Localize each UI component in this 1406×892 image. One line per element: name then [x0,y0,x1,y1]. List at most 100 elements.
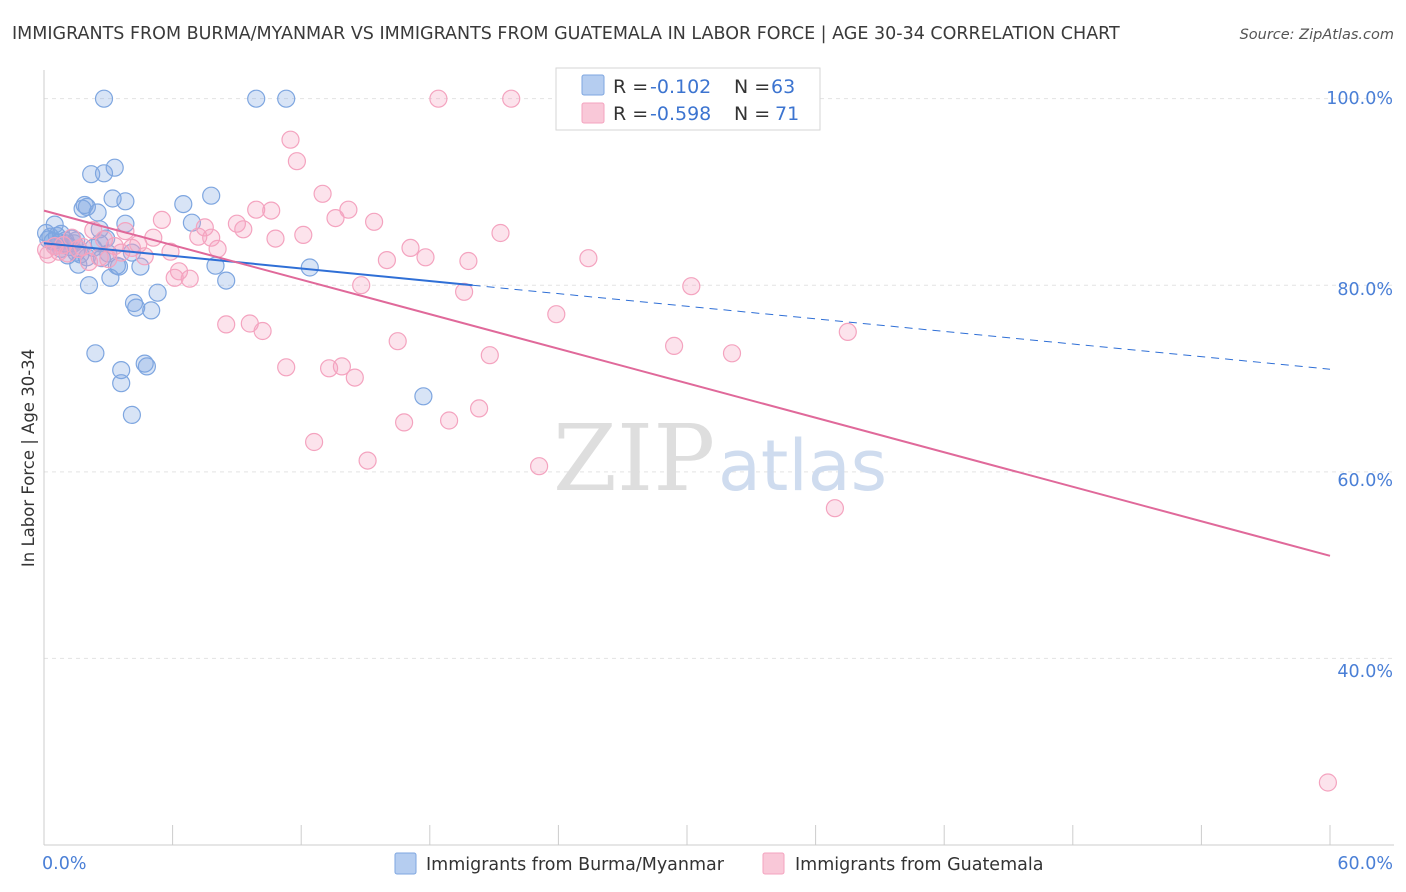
trend-lines [43,209,1331,557]
point-guatemala-27 [195,218,214,237]
point-guatemala-12 [94,230,114,249]
point-guatemala-45 [326,209,345,228]
point-guatemala-54 [395,413,414,432]
point-guatemala-37 [266,229,285,248]
legend-swatch-burma [394,852,417,875]
point-guatemala-26 [189,227,208,246]
point-guatemala-73 [1318,773,1338,792]
stats-r-value-burma: -0.102 [650,76,711,98]
trend-line-burma-solid [43,242,473,287]
point-guatemala-67 [682,277,701,296]
point-guatemala-30 [217,315,236,334]
stats-r-label-guatemala: R = [613,103,654,125]
watermark-zip: ZIP [553,405,715,512]
point-burma-56 [414,387,433,406]
point-guatemala-66 [664,336,684,355]
point-burma-45 [142,301,161,320]
point-guatemala-41 [294,225,313,244]
y-tick-label-100: 100.0% [1326,89,1393,109]
legend-swatch-guatemala [762,852,785,875]
point-guatemala-32 [234,220,253,239]
y-tick-label-40: 40.0% [1337,662,1393,682]
point-burma-22 [86,344,105,363]
point-guatemala-59 [459,251,478,271]
point-guatemala-49 [352,276,371,295]
stats-swatch-guatemala [581,102,605,124]
point-guatemala-36 [262,201,281,220]
point-burma-55 [300,258,319,277]
point-burma-20 [82,165,101,184]
stats-n-value-burma: 63 [771,76,795,98]
legend-label-guatemala: Immigrants from Guatemala [795,855,1043,875]
point-burma-57 [45,215,64,234]
point-guatemala-61 [480,346,499,365]
point-guatemala-56 [416,248,435,267]
legend-label-burma: Immigrants from Burma/Myanmar [426,855,725,875]
point-guatemala-68 [722,344,742,363]
point-guatemala-63 [529,457,549,476]
point-guatemala-28 [202,228,221,247]
point-guatemala-57 [440,411,459,430]
point-guatemala-52 [377,251,396,270]
point-burma-41 [127,298,146,317]
point-guatemala-69 [825,499,845,518]
stats-r-label-burma: R = [613,76,654,98]
point-burma-51 [217,271,236,290]
point-guatemala-62 [491,223,510,243]
point-guatemala-35 [253,321,272,341]
point-guatemala-58 [455,282,474,301]
point-guatemala-46 [332,357,351,376]
point-burma-33 [109,257,129,276]
point-guatemala-50 [358,451,377,470]
watermark-atlas: atlas [718,425,887,507]
point-burma-53 [247,89,266,108]
stats-r-value-guatemala: -0.598 [650,103,711,125]
point-guatemala-40 [287,152,306,171]
x-tick-label-min: 0.0% [42,854,86,874]
point-burma-19 [79,276,99,295]
point-guatemala-43 [313,184,332,203]
point-guatemala-21 [152,210,171,229]
point-burma-52 [94,89,114,108]
point-guatemala-64 [547,305,566,324]
point-guatemala-53 [388,332,407,351]
x-axis-ticks [172,825,1331,845]
legend: Immigrants from Burma/Myanmar Immigrants… [394,852,1043,875]
chart-source: Source: ZipAtlas.com [1240,27,1394,43]
gridlines [44,98,1394,659]
y-axis-tick-labels: 100.0% 80.0% 60.0% 40.0% [1326,89,1393,682]
trend-line-burma-dashed [472,284,1331,370]
point-burma-38 [122,405,141,424]
point-burma-31 [105,158,124,177]
point-burma-42 [131,257,150,276]
point-burma-23 [88,203,107,222]
stats-box: R = -0.102 N = 63 R = -0.598 N = 71 [555,67,821,131]
point-guatemala-72 [502,89,521,108]
point-burma-44 [137,357,156,376]
point-guatemala-60 [470,399,489,418]
point-guatemala-19 [135,247,154,266]
point-burma-54 [277,89,296,108]
point-guatemala-51 [365,212,384,231]
stats-n-label-guatemala: N = [734,103,776,125]
y-tick-label-80: 80.0% [1337,280,1393,300]
point-guatemala-39 [281,130,300,149]
chart-title: IMMIGRANTS FROM BURMA/MYANMAR VS IMMIGRA… [12,24,1120,44]
y-axis-label: In Labor Force | Age 30-34 [19,349,38,567]
point-burma-34 [112,361,131,380]
x-tick-label-max: 60.0% [1337,854,1393,874]
point-guatemala-24 [169,262,189,281]
y-tick-label-60: 60.0% [1337,471,1393,491]
point-burma-49 [202,186,221,205]
stats-swatch-burma [581,74,605,96]
point-burma-35 [112,374,131,393]
point-guatemala-38 [277,358,296,377]
point-burma-47 [174,195,193,214]
point-guatemala-9 [79,252,99,271]
point-guatemala-70 [838,322,857,341]
point-guatemala-55 [401,238,420,257]
point-guatemala-47 [339,200,358,219]
stats-n-label-burma: N = [734,76,776,98]
point-guatemala-48 [345,368,364,387]
point-burma-46 [148,283,167,302]
